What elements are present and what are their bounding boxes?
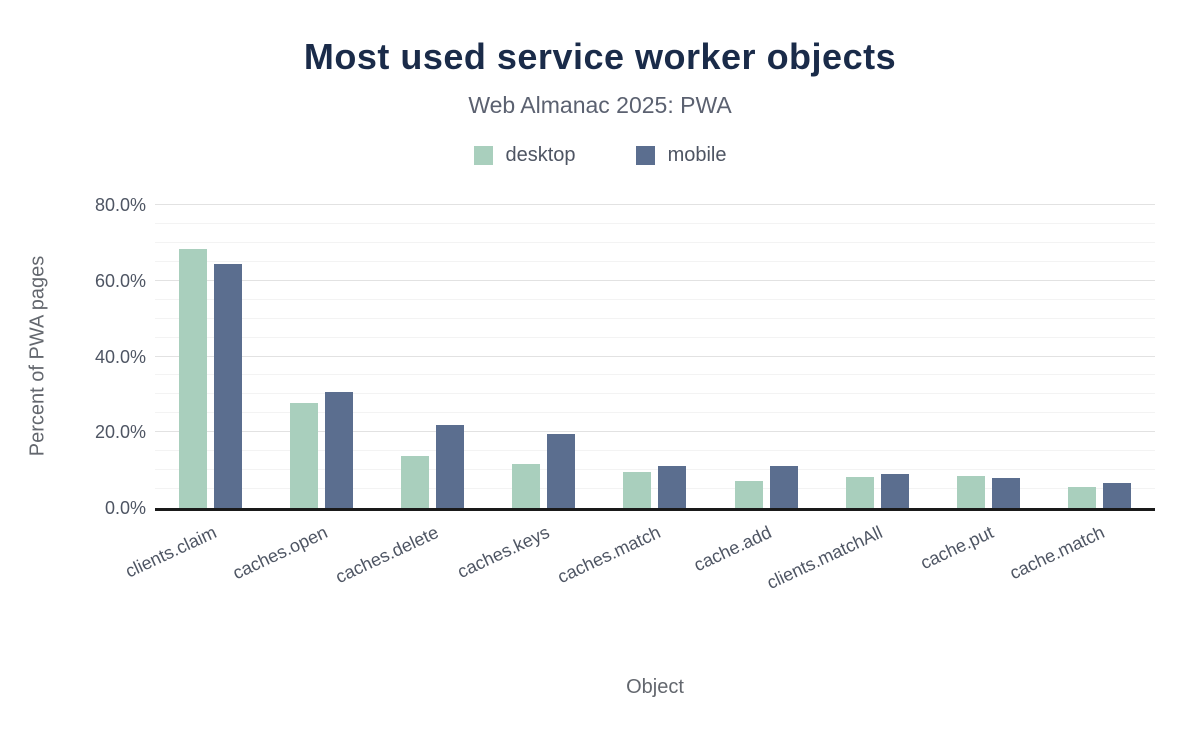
bar-group-clients.matchAll (822, 205, 933, 508)
gridline-major (155, 279, 1155, 281)
gridline-minor (155, 393, 1155, 395)
y-tick-label: 60.0% (94, 270, 146, 291)
bar-desktop-clients.claim (179, 248, 208, 508)
bar-group-clients.claim (155, 205, 266, 508)
gridline-minor (155, 374, 1155, 376)
legend-item-desktop: desktop (473, 144, 576, 167)
bar-desktop-cache.add (734, 480, 763, 508)
gridline-major (155, 355, 1155, 357)
gridline-minor (155, 336, 1155, 338)
x-tick-slot: clients.matchAll (764, 514, 933, 614)
bar-group-caches.delete (377, 205, 488, 508)
y-tick-label: 80.0% (94, 195, 146, 215)
bar-group-cache.put (933, 205, 1044, 508)
gridline-minor (155, 241, 1155, 243)
bar-group-caches.match (599, 205, 710, 508)
y-tick-label: 40.0% (94, 346, 146, 367)
legend: desktop mobile (0, 144, 1200, 167)
bar-desktop-caches.open (290, 403, 319, 508)
gridline-minor (155, 412, 1155, 414)
chart-title: Most used service worker objects (303, 36, 897, 77)
legend-swatch-desktop (473, 146, 493, 165)
bar-desktop-caches.keys (512, 464, 541, 508)
bar-mobile-caches.delete (436, 424, 465, 508)
y-tick-label: 0.0% (104, 498, 146, 518)
chart-subtitle: Web Almanac 2025: PWA (468, 92, 732, 118)
bar-group-caches.keys (488, 205, 599, 508)
legend-item-mobile: mobile (635, 144, 727, 167)
y-tick-label: 20.0% (94, 422, 146, 443)
gridline-minor (155, 450, 1155, 452)
gridline-minor (155, 469, 1155, 471)
gridline-minor (155, 488, 1155, 490)
legend-label-desktop: desktop (505, 144, 576, 166)
bar-group-cache.match (1044, 205, 1155, 508)
x-tick-label-clients.claim: clients.claim (121, 522, 220, 582)
bar-desktop-clients.matchAll (845, 476, 874, 508)
gridline-major (155, 204, 1155, 205)
bar-mobile-cache.match (1102, 483, 1131, 508)
gridline-minor (155, 260, 1155, 262)
bar-group-cache.add (711, 205, 822, 508)
bar-desktop-caches.delete (401, 456, 430, 508)
legend-label-mobile: mobile (667, 144, 727, 166)
bar-desktop-caches.match (623, 472, 652, 508)
gridline-minor (155, 317, 1155, 319)
gridline-minor (155, 222, 1155, 224)
bar-mobile-cache.add (769, 466, 798, 508)
bar-desktop-cache.match (1067, 486, 1096, 508)
bar-group-caches.open (266, 205, 377, 508)
gridline-major (155, 431, 1155, 433)
legend-swatch-mobile (635, 146, 655, 165)
bar-mobile-cache.put (991, 478, 1020, 508)
bar-desktop-cache.put (956, 476, 985, 508)
bar-mobile-caches.open (325, 391, 354, 508)
x-axis-title: Object (626, 676, 684, 698)
gridline-minor (155, 298, 1155, 300)
plot-area (155, 204, 1155, 511)
bar-mobile-clients.matchAll (880, 474, 909, 508)
x-tick-slot: cache.match (1007, 514, 1155, 614)
bar-mobile-caches.keys (547, 433, 576, 508)
bar-mobile-clients.claim (214, 264, 243, 508)
bar-mobile-caches.match (658, 466, 687, 508)
